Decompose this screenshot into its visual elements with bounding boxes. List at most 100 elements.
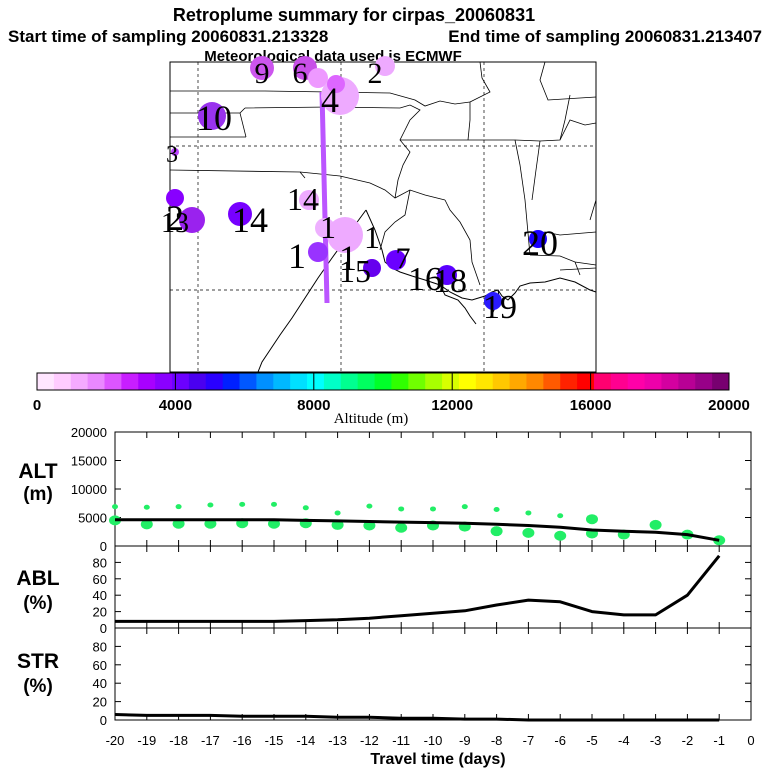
x-tick-label: -16 (233, 733, 252, 748)
colorbar-cell (138, 373, 156, 390)
day-label: 13 (161, 208, 189, 239)
trajectory-path (319, 91, 330, 304)
altitude-scatter-point (586, 514, 598, 525)
x-tick-label: -13 (328, 733, 347, 748)
y-tick-label: 40 (93, 676, 107, 691)
colorbar-cell (222, 373, 240, 390)
altitude-scatter-point (557, 513, 564, 519)
colorbar-tick-label: 20000 (708, 397, 750, 414)
y-tick-label: 10000 (71, 482, 107, 497)
colorbar-cell (87, 373, 105, 390)
y-tick-label: 40 (93, 588, 107, 603)
day-label: 20 (522, 223, 558, 263)
day-label: 15 (339, 253, 371, 289)
altitude-scatter-point (207, 502, 214, 508)
colorbar-cell (53, 373, 72, 390)
altitude-scatter-point (143, 504, 150, 510)
colorbar-cell (323, 373, 342, 390)
colorbar-cell (273, 373, 291, 390)
altitude-scatter-point (649, 519, 662, 530)
colorbar-cell (307, 373, 325, 390)
y-tick-label: 60 (93, 658, 107, 673)
colorbar-cell (492, 373, 510, 390)
day-label: 14 (287, 181, 319, 217)
colorbar-cell (593, 373, 612, 390)
altitude-scatter-point (493, 507, 500, 513)
alt-unit: (m) (23, 484, 53, 505)
map-gridlines (170, 62, 596, 372)
x-tick-label: -15 (265, 733, 284, 748)
day-label: 19 (483, 289, 517, 326)
y-tick-label: 0 (100, 621, 107, 636)
x-tick-label: -5 (586, 733, 598, 748)
particle-clusters (166, 56, 547, 310)
day-label: 10 (196, 98, 232, 138)
alt-label: ALT (18, 460, 57, 483)
x-tick-label: -12 (360, 733, 379, 748)
colorbar-cell (509, 373, 527, 390)
x-tick-label: -4 (618, 733, 630, 748)
y-tick-label: 5000 (78, 511, 107, 526)
x-tick-label: -17 (201, 733, 220, 748)
colorbar-cell (239, 373, 257, 390)
colorbar-cell (712, 373, 730, 390)
colorbar-cell (543, 373, 561, 390)
day-label: 1 (364, 219, 380, 255)
series-line-1 (115, 554, 721, 623)
colorbar-cell (678, 373, 696, 390)
colorbar-cell (695, 373, 713, 390)
series-line-0 (115, 518, 720, 542)
figure-title: Retroplume summary for cirpas_20060831 (173, 5, 535, 25)
day-label: 2 (368, 57, 383, 90)
colorbar-cell (188, 373, 207, 390)
x-tick-label: -10 (424, 733, 443, 748)
panels-frame (114, 431, 752, 721)
altitude-scatter-point (395, 522, 408, 533)
colorbar-cell (560, 373, 578, 390)
altitude-scatter-point (461, 504, 468, 510)
altitude-scatter-point (490, 526, 503, 537)
colorbar-cell (205, 373, 224, 390)
y-tick-label: 0 (100, 539, 107, 554)
altitude-scatter-point (140, 519, 153, 530)
colorbar-cell (408, 373, 426, 390)
colorbar-tick-label: 8000 (297, 397, 330, 414)
str-label: STR (17, 650, 59, 673)
colorbar-cell (155, 373, 173, 390)
alt-panel-label: ALT (m) (18, 460, 57, 505)
y-tick-label: 20000 (71, 425, 107, 440)
colorbar-cell (577, 373, 595, 390)
x-tick-label: 0 (747, 733, 754, 748)
colorbar-label: Altitude (m) (334, 411, 409, 427)
abl-panel-label: ABL (%) (16, 567, 59, 614)
x-tick-label: -2 (682, 733, 694, 748)
day-label: 16 (408, 261, 442, 298)
day-label: 3 (166, 142, 178, 168)
colorbar-cell (661, 373, 679, 390)
colorbar-cell (340, 373, 359, 390)
colorbar-tick-label: 12000 (431, 397, 473, 414)
colorbar-cell (121, 373, 139, 390)
series-line-2 (114, 713, 720, 722)
altitude-scatter-point (239, 501, 246, 507)
y-tick-label: 0 (100, 713, 107, 728)
day-label: 1 (339, 238, 357, 278)
colorbar-cell (627, 373, 646, 390)
x-tick-label: -7 (523, 733, 535, 748)
y-tick-label: 80 (93, 555, 107, 570)
altitude-scatter-point (302, 505, 309, 511)
colorbar-cell (526, 373, 544, 390)
day-label: 1 (288, 236, 306, 276)
x-tick-label: -8 (491, 733, 503, 748)
colorbar-cell (256, 373, 274, 390)
colorbar-cell (442, 373, 460, 390)
x-tick-label: -18 (169, 733, 188, 748)
altitude-scatter-point (525, 510, 532, 516)
x-tick-label: -9 (459, 733, 471, 748)
day-label: 18 (433, 263, 467, 300)
colorbar-cell (644, 373, 662, 390)
colorbar-cell (425, 373, 443, 390)
